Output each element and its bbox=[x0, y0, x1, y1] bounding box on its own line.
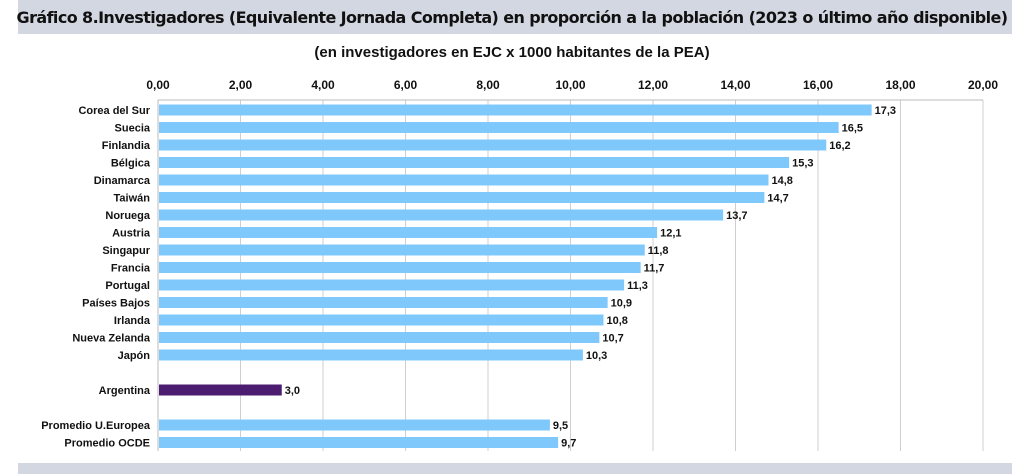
category-label: Francia bbox=[111, 263, 151, 275]
category-label: Suecia bbox=[115, 123, 151, 135]
category-label: Finlandia bbox=[102, 140, 151, 152]
x-tick-label: 10,00 bbox=[555, 78, 585, 92]
x-tick-label: 20,00 bbox=[968, 78, 998, 92]
category-label: Bélgica bbox=[111, 158, 151, 170]
x-tick-label: 18,00 bbox=[885, 78, 915, 92]
bar bbox=[159, 262, 641, 273]
chart-title: Gráfico 8.Investigadores (Equivalente Jo… bbox=[16, 8, 1008, 27]
data-label: 15,3 bbox=[792, 158, 813, 170]
category-label: Argentina bbox=[99, 385, 151, 397]
category-label: Dinamarca bbox=[94, 175, 151, 187]
bar bbox=[159, 297, 608, 308]
bar bbox=[159, 227, 658, 238]
category-label: Promedio OCDE bbox=[64, 438, 150, 450]
category-label: Noruega bbox=[105, 210, 151, 222]
bar bbox=[159, 122, 839, 133]
x-tick-label: 4,00 bbox=[311, 78, 335, 92]
data-label: 16,5 bbox=[842, 123, 863, 135]
data-label: 3,0 bbox=[285, 385, 300, 397]
bar bbox=[159, 437, 559, 448]
data-label: 13,7 bbox=[726, 210, 747, 222]
bar bbox=[159, 174, 769, 186]
data-label: 17,3 bbox=[875, 105, 896, 117]
bar bbox=[159, 139, 827, 151]
bar bbox=[159, 209, 724, 221]
bar bbox=[159, 104, 872, 116]
data-label: 16,2 bbox=[829, 140, 850, 152]
x-tick-label: 14,00 bbox=[720, 78, 750, 92]
category-label: Austria bbox=[112, 228, 151, 240]
category-label: Promedio U.Europea bbox=[41, 420, 151, 432]
x-tick-label: 6,00 bbox=[394, 78, 418, 92]
category-label: Países Bajos bbox=[82, 298, 150, 310]
x-tick-label: 0,00 bbox=[146, 78, 170, 92]
x-tick-label: 8,00 bbox=[476, 78, 500, 92]
category-label: Nueva Zelanda bbox=[72, 333, 151, 345]
data-label: 11,7 bbox=[644, 263, 665, 275]
bar bbox=[159, 349, 583, 361]
data-label: 14,8 bbox=[772, 175, 793, 187]
chart-subtitle: (en investigadores en EJC x 1000 habitan… bbox=[314, 44, 710, 61]
bar bbox=[159, 314, 604, 326]
category-label: Taiwán bbox=[114, 193, 151, 205]
x-tick-label: 16,00 bbox=[803, 78, 833, 92]
data-label: 11,3 bbox=[627, 280, 648, 292]
category-label: Irlanda bbox=[114, 315, 151, 327]
data-label: 11,8 bbox=[648, 245, 669, 257]
bar bbox=[159, 157, 790, 168]
data-label: 10,7 bbox=[602, 333, 623, 345]
bar bbox=[159, 279, 625, 291]
data-label: 10,8 bbox=[607, 315, 628, 327]
x-tick-label: 12,00 bbox=[638, 78, 668, 92]
bar bbox=[159, 384, 282, 396]
bar bbox=[159, 332, 600, 343]
category-label: Portugal bbox=[105, 280, 150, 292]
data-label: 14,7 bbox=[767, 193, 788, 205]
data-label: 9,7 bbox=[561, 438, 576, 450]
data-label: 12,1 bbox=[660, 228, 681, 240]
data-label: 10,3 bbox=[586, 350, 607, 362]
bar bbox=[159, 419, 550, 431]
category-label: Singapur bbox=[102, 245, 150, 257]
category-label: Corea del Sur bbox=[78, 105, 150, 117]
footer-band bbox=[18, 463, 1012, 474]
x-tick-label: 2,00 bbox=[229, 78, 253, 92]
data-label: 9,5 bbox=[553, 420, 568, 432]
bar bbox=[159, 244, 645, 256]
category-label: Japón bbox=[118, 350, 151, 362]
title-band bbox=[18, 0, 1012, 34]
bar bbox=[159, 192, 765, 203]
data-label: 10,9 bbox=[611, 298, 632, 310]
